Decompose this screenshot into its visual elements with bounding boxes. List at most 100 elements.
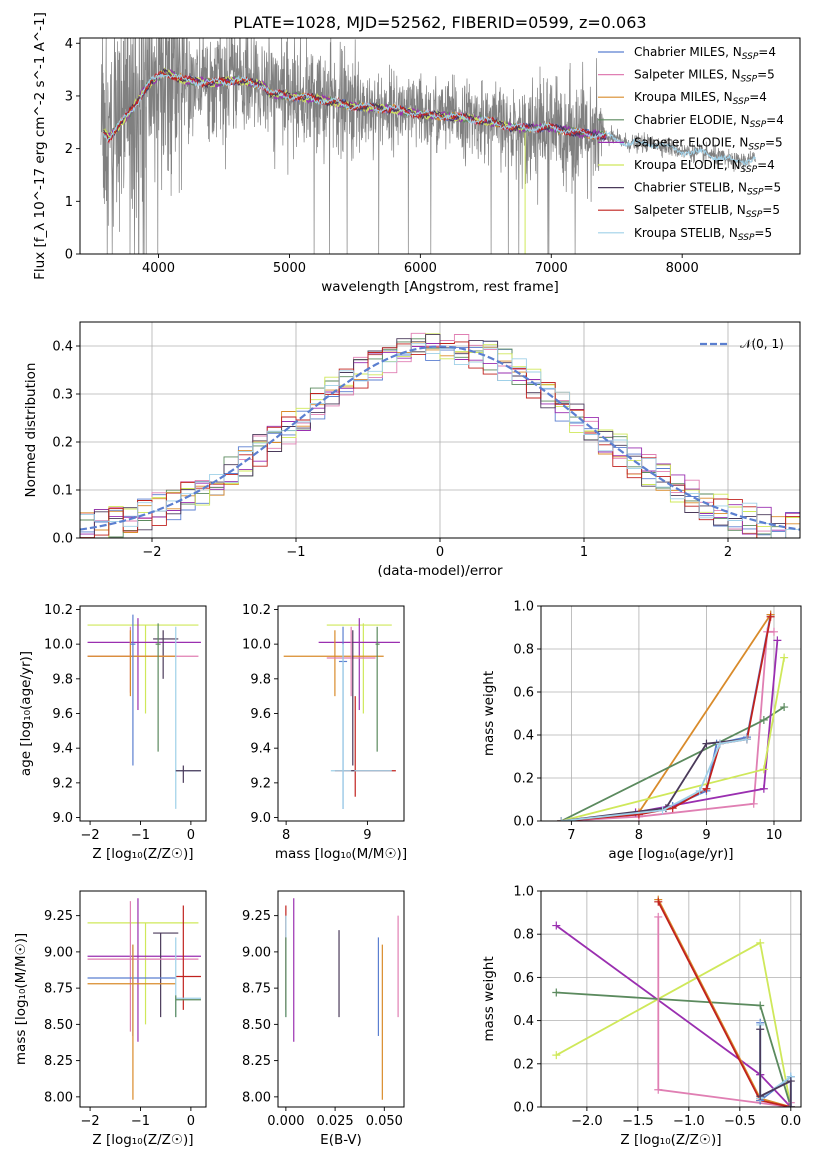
residual-histogram-xtick-label: 1 [580,545,588,560]
spectrum-ylabel: Flux [f_λ 10^-17 erg cm^-2 s^-1 A^-1] [32,12,48,280]
mass-weight-vs-z-xtick-label: 0.0 [780,1114,801,1129]
spectrum-xlabel: wavelength [Angstrom, rest frame] [321,279,559,295]
mass-weight-vs-z-xtick-label: −2.0 [571,1114,603,1129]
mass-weight-vs-age-ytick-label: 0.2 [513,772,534,787]
mw-line-salpeter-miles [657,916,792,1107]
spectrum-xtick-label: 7000 [535,261,568,276]
mw-line-chabrier-miles [561,614,772,821]
mw-marker [759,765,768,774]
mw-marker [780,653,789,662]
mass-vs-z-ytick-label: 8.50 [44,1018,73,1033]
observed-spectrum [100,38,756,254]
legend-label: Chabrier ELODIE, NSSP=4 [634,113,784,130]
spectrum-xtick-label: 4000 [142,261,175,276]
mw-marker [654,897,663,906]
age-vs-z-ytick-label: 10.0 [44,638,73,653]
spectrum-plot [100,38,756,254]
spectrum-xtick-label: 8000 [666,261,699,276]
mass-weight-vs-z-axes: −2.0 −1.5 −1.0 −0.5 0.0 0.0 0.2 0.4 0.6 0.8 1.0 Z [… [481,885,802,1148]
mw-marker [786,1103,795,1107]
age-vs-z-ytick-label: 9.2 [52,776,73,791]
spectrum-ytick-label: 3 [65,89,73,104]
age-vs-z-ytick-label: 9.8 [52,672,73,687]
age-vs-z-ylabel: age [log₁₀(age/yr)] [18,651,34,776]
age-vs-z-ytick-label: 9.4 [52,742,73,757]
mass-weight-vs-z-ytick-label: 0.4 [513,1014,534,1029]
mw-marker [786,1077,795,1086]
mw-marker [634,810,643,819]
age-vs-mass-xtick-label: 9 [363,828,371,843]
age-vs-mass-ytick-label: 9.4 [250,742,271,757]
mass-weight-vs-z-xtick-label: −0.5 [724,1114,756,1129]
mw-marker [756,1025,765,1034]
legend-label: Salpeter MILES, NSSP=5 [634,68,775,85]
mass-vs-z-ytick-label: 8.00 [44,1090,73,1105]
mass-weight-vs-age-axes: 7 8 9 10 0.0 0.2 0.4 0.6 0.8 1.0 age [log₁₀(age/yr… [481,600,802,862]
mw-marker [749,799,758,808]
age-vs-z-ytick-label: 9.6 [52,707,73,722]
mass-vs-z-frame [79,890,207,1108]
age-vs-mass-xlabel: mass [log₁₀(M/M☉)] [275,846,407,862]
mass-vs-z-plot [87,898,201,1100]
mass-weight-vs-z-xlabel: Z [log₁₀(Z/Z☉)] [620,1132,721,1148]
mass-weight-vs-age-ytick-label: 1.0 [513,600,534,615]
mass-weight-vs-z-plot [552,895,795,1107]
mw-marker [756,1001,765,1010]
mass-weight-vs-age-xtick-label: 8 [635,828,643,843]
mass-vs-ebv-ytick-label: 9.00 [242,945,271,960]
mass-weight-vs-age-ytick-label: 0.0 [513,815,534,830]
mass-weight-vs-z-ytick-label: 0.8 [513,928,534,943]
mw-line-kroupa-elodie [555,941,792,1107]
age-vs-z-xlabel: Z [log₁₀(Z/Z☉)] [92,846,193,862]
mass-vs-z-xlabel: Z [log₁₀(Z/Z☉)] [92,1132,193,1148]
mass-weight-vs-z-frame [540,890,802,1108]
mw-marker [715,739,724,748]
mass-vs-z-ylabel: mass [log₁₀(M/M☉)] [13,933,29,1065]
mass-vs-ebv-ytick-label: 9.25 [242,909,271,924]
residual-histogram-ytick-label: 0.3 [52,388,73,403]
legend-label: Kroupa ELODIE, NSSP=4 [634,158,775,175]
mass-weight-vs-age-ytick-label: 0.8 [513,643,534,658]
age-vs-mass-ytick-label: 9.8 [250,672,271,687]
mass-vs-z-ytick-label: 9.25 [44,909,73,924]
mw-marker [654,912,663,921]
mass-vs-ebv-xtick-label: 0.050 [366,1114,403,1129]
residual-histogram-ytick-label: 0.1 [52,484,73,499]
age-vs-z-xtick-label: −1 [131,828,150,843]
mw-marker [766,612,775,621]
residual-histogram-xtick-label: −1 [286,545,305,560]
mass-weight-vs-age-plot [557,610,789,821]
mass-vs-z-xtick-label: −1 [131,1114,150,1129]
legend-label: Salpeter ELODIE, NSSP=5 [634,135,783,152]
residual-histogram-ytick-label: 0.4 [52,340,73,355]
mw-marker [759,784,768,793]
legend-label: Salpeter STELIB, NSSP=5 [634,203,780,220]
age-vs-z-ytick-label: 10.2 [44,603,73,618]
mass-vs-ebv-xlabel: E(B-V) [320,1132,362,1148]
mw-marker [702,739,711,748]
mw-marker [552,1051,561,1060]
legend-label: Chabrier STELIB, NSSP=5 [634,181,781,198]
spectrum-ytick-label: 2 [65,142,73,157]
legend-label: Kroupa STELIB, NSSP=5 [634,226,772,243]
mass-weight-vs-age-xtick-label: 10 [766,828,783,843]
mass-weight-vs-age-frame [540,605,802,822]
mw-marker [695,786,704,795]
mass-weight-vs-age-xlabel: age [log₁₀(age/yr)] [608,846,733,862]
model-kroupa-stelib [103,73,756,167]
age-vs-z-plot [87,614,201,809]
mass-vs-z-ytick-label: 8.75 [44,982,73,997]
age-vs-z-xtick-label: 0 [187,828,195,843]
mass-vs-ebv-frame [277,890,405,1108]
mw-line-salpeter-stelib [561,616,772,821]
mw-line-chabrier-stelib [759,1029,792,1107]
mw-marker [769,627,778,636]
spectrum-xtick-label: 5000 [273,261,306,276]
mw-marker [702,784,711,793]
mw-line-chabrier-stelib [561,738,748,821]
age-vs-z-xtick-label: −2 [80,828,99,843]
age-vs-z-ytick-label: 9.0 [52,811,73,826]
mass-vs-ebv-plot [285,898,399,1100]
mw-marker [557,817,566,821]
